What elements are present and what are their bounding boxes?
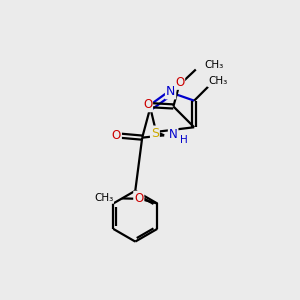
Text: O: O [143,98,152,111]
Text: CH₃: CH₃ [208,76,227,86]
Text: H: H [180,135,188,145]
Text: O: O [134,192,143,205]
Text: N: N [169,128,178,141]
Text: O: O [112,129,121,142]
Text: S: S [151,127,159,140]
Text: O: O [175,76,184,89]
Text: N: N [166,85,175,98]
Text: CH₃: CH₃ [205,60,224,70]
Text: CH₃: CH₃ [94,193,113,203]
